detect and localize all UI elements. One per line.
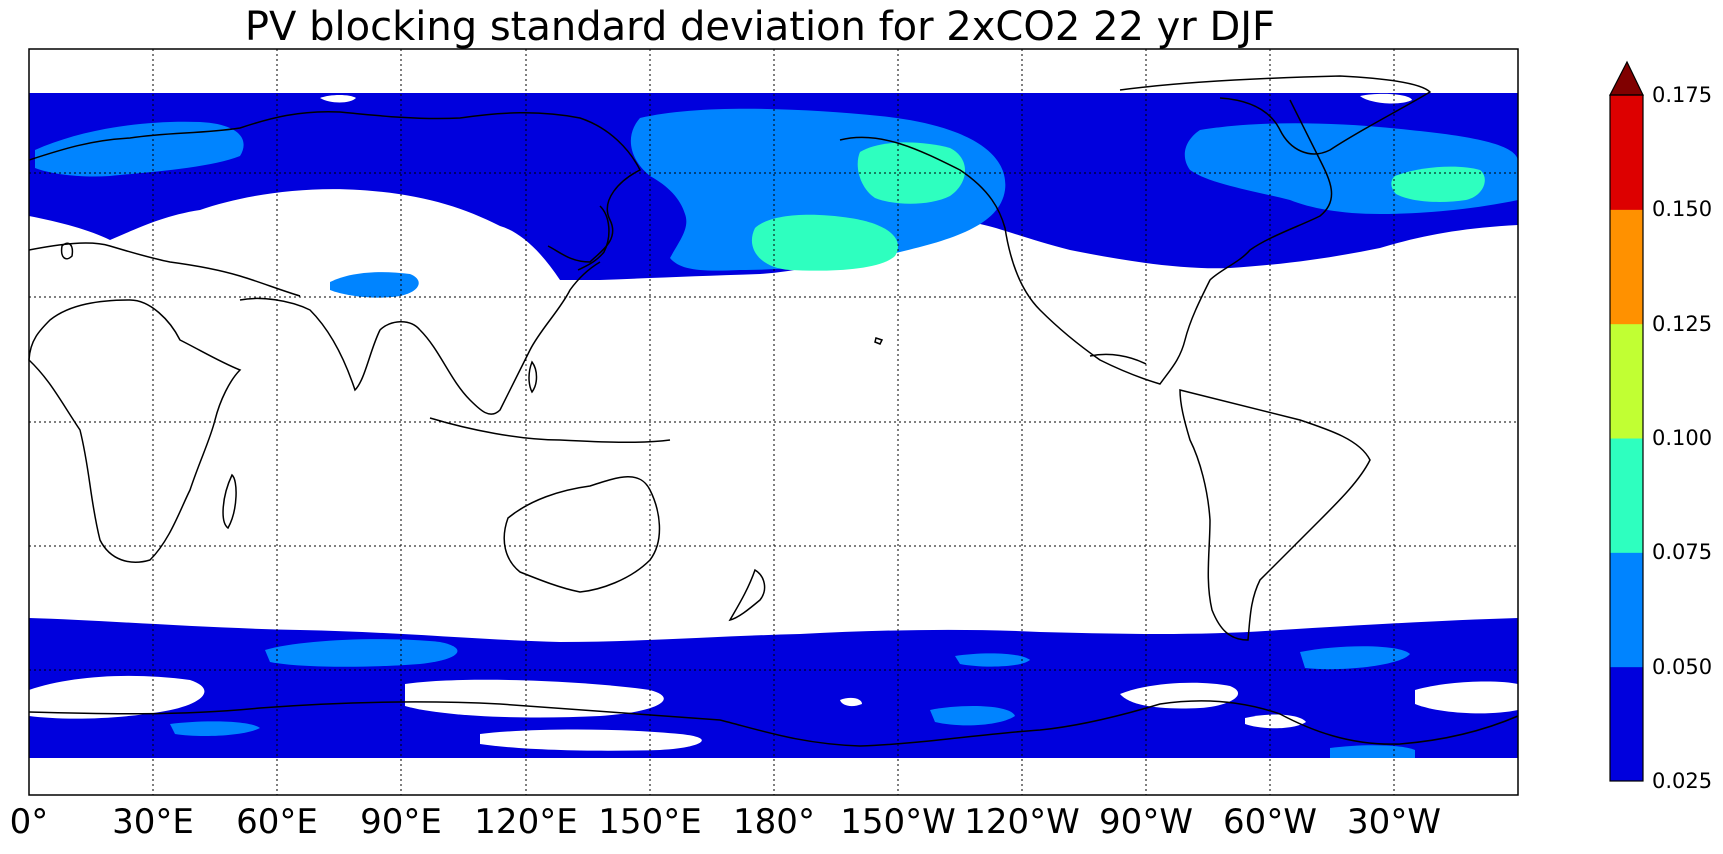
coast-antarctica (28, 700, 1519, 747)
x-tick-label: 60°W (1223, 802, 1317, 842)
coast-cuba (1089, 353, 1147, 365)
colorbar-tick-label: 0.050 (1652, 655, 1713, 679)
x-tick-label: 30°W (1347, 802, 1441, 842)
nh-teal-patch-pacific (751, 214, 898, 271)
sh-light-patch-1 (265, 639, 458, 667)
coast-arabia-india (239, 297, 421, 392)
sh-white-hole-7 (840, 697, 862, 707)
x-tick-label: 90°E (360, 802, 442, 842)
coast-greenland (1119, 75, 1432, 155)
x-tick-label: 180° (733, 802, 815, 842)
nh-teal-patch-atlantic (1391, 166, 1485, 202)
colorbar-tick-label: 0.025 (1652, 769, 1713, 793)
colorbar-segment (1610, 552, 1643, 668)
sh-light-patch-4 (170, 721, 260, 736)
colorbar-segment (1610, 95, 1643, 210)
map-area (28, 48, 1519, 796)
sh-white-hole-1 (29, 675, 205, 719)
map-title: PV blocking standard deviation for 2xCO2… (244, 4, 1276, 50)
nh-white-hole-1 (320, 95, 356, 103)
x-tick-label: 0° (9, 802, 49, 842)
sh-white-hole-2 (405, 679, 664, 718)
sh-white-hole-6 (1245, 714, 1306, 729)
coast-se-asia (419, 261, 601, 415)
x-tick-label: 30°E (112, 802, 194, 842)
sh-light-patch-2 (955, 653, 1030, 667)
coast-europe-south (28, 242, 301, 297)
x-tick-label: 150°E (598, 802, 702, 842)
sh-white-hole-3 (480, 729, 702, 751)
sh-white-hole-4 (1120, 682, 1239, 709)
sh-light-patch-3 (1300, 646, 1410, 670)
coast-british-isles (60, 242, 74, 260)
x-tick-label: 120°E (474, 802, 578, 842)
sh-light-patch-5 (930, 706, 1015, 726)
sh-white-hole-5 (1415, 681, 1518, 714)
coast-hawaii (874, 337, 884, 345)
x-tick-label: 120°W (964, 802, 1080, 842)
coast-madagascar (222, 473, 237, 530)
coast-africa (28, 299, 242, 563)
colorbar-segment (1610, 438, 1643, 553)
coast-indonesia (429, 417, 671, 444)
x-tick-label: 150°W (840, 802, 956, 842)
colorbar-segment (1610, 666, 1643, 782)
gridlines (29, 49, 1518, 795)
colorbar-tick-label: 0.125 (1652, 312, 1713, 336)
coast-australia (503, 476, 661, 593)
coast-south-america (1179, 389, 1371, 641)
map-frame (28, 48, 1519, 796)
colorbar-segments (1610, 95, 1643, 782)
coastlines (28, 75, 1519, 747)
sh-blocking-field (29, 618, 1518, 758)
colorbar-segment (1610, 209, 1643, 325)
coast-japan (577, 205, 610, 271)
colorbar-tick-label: 0.150 (1652, 197, 1713, 221)
colorbar-segment (1610, 323, 1643, 439)
coast-europe-asia-north (28, 110, 642, 263)
x-tick-label: 90°W (1099, 802, 1193, 842)
nh-white-hole-2 (1360, 93, 1412, 104)
x-tick-label: 60°E (236, 802, 318, 842)
colorbar-tick-label: 0.075 (1652, 540, 1713, 564)
colorbar-extend-triangle (1609, 60, 1644, 96)
coast-new-zealand (728, 568, 766, 622)
coast-philippines (528, 360, 538, 394)
coast-north-america (839, 99, 1333, 385)
colorbar-frame (1609, 94, 1644, 782)
colorbar-tick-label: 0.175 (1652, 83, 1713, 107)
nh-teal-patch-alaska (857, 142, 965, 204)
nh-light-patch-china (330, 272, 419, 298)
colorbar-tick-label: 0.100 (1652, 426, 1713, 450)
nh-light-patch-europe (35, 121, 244, 177)
